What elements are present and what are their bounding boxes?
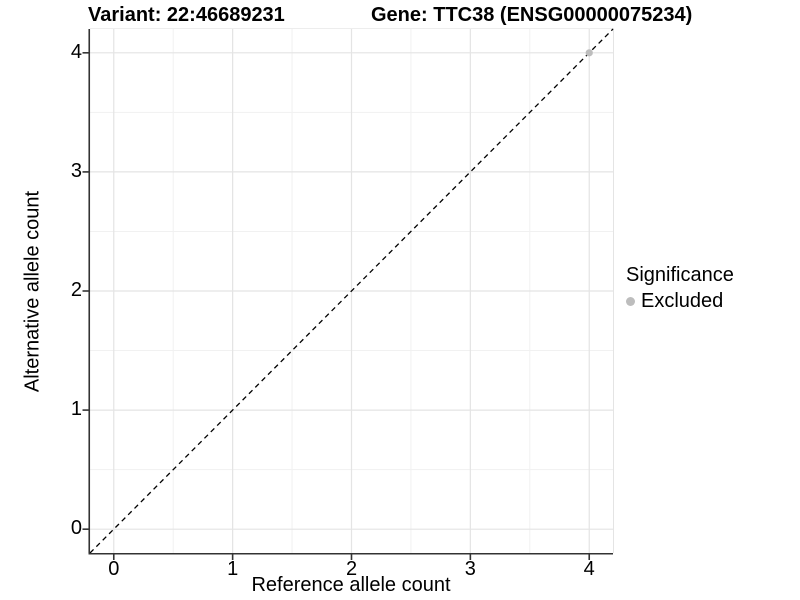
y-tick-label: 4	[70, 40, 82, 63]
plot-canvas	[82, 28, 614, 560]
x-tick-label: 2	[345, 558, 358, 580]
plot-title-gene: Gene: TTC38 (ENSG00000075234)	[371, 4, 693, 26]
legend-title: Significance	[626, 264, 734, 286]
data-point-excluded	[585, 49, 593, 57]
y-tick-label: 1	[70, 398, 82, 421]
x-axis-title: Reference allele count	[251, 574, 451, 596]
legend-item-excluded: Excluded	[626, 289, 734, 313]
legend-item-label: Excluded	[641, 290, 724, 312]
x-tick-label: 3	[464, 558, 476, 580]
identity-line	[89, 28, 614, 554]
plot-panel	[82, 28, 614, 560]
x-tick-label: 0	[108, 558, 120, 580]
plot-title-variant: Variant: 22:46689231	[88, 4, 285, 26]
y-tick-label: 2	[70, 279, 82, 301]
legend-point-icon	[626, 296, 635, 306]
y-tick-label: 3	[70, 159, 82, 182]
y-tick-label: 0	[70, 517, 82, 540]
legend: Significance Excluded	[626, 263, 734, 313]
x-tick-label: 1	[227, 558, 239, 580]
x-tick-label: 4	[583, 558, 595, 580]
